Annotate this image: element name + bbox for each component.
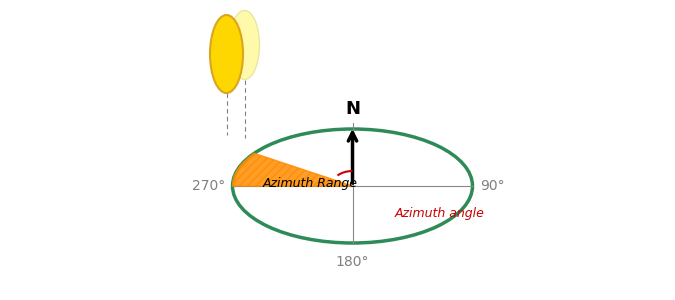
Ellipse shape [230, 11, 259, 80]
Ellipse shape [210, 15, 243, 93]
Text: Azimuth Range: Azimuth Range [263, 176, 358, 190]
Text: Azimuth angle: Azimuth angle [394, 206, 485, 220]
Ellipse shape [232, 129, 472, 243]
Text: 270°: 270° [192, 179, 225, 193]
Text: 180°: 180° [335, 255, 369, 269]
Text: 90°: 90° [480, 179, 505, 193]
Polygon shape [232, 153, 352, 186]
Text: N: N [345, 100, 360, 118]
